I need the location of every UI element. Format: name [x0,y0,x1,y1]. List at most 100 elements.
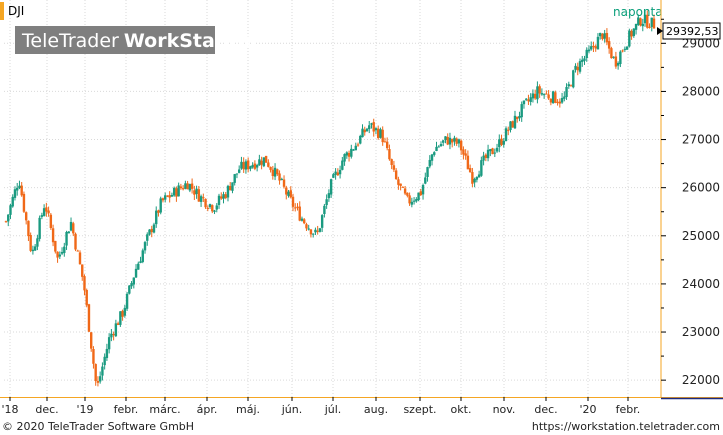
candle-down [271,169,275,177]
candle-up [134,268,138,278]
x-tick-label: aug. [364,403,388,416]
candle-down [276,169,279,175]
candle-down [511,121,514,128]
candle-up [38,217,41,239]
x-axis-ticks: '18 dec. '19 febr. márc. ápr. máj. jún. júl. aug.… [1,397,640,416]
candle-up [374,128,378,131]
candle-up [152,224,156,233]
candle-up [110,333,113,338]
y-tick-label: 28000 [682,84,720,98]
candle-up [578,61,582,72]
candle-up [489,149,492,152]
candle-down [181,188,185,190]
candle-down [336,172,340,176]
candle-up [307,228,310,230]
candle-down [269,166,272,170]
x-tick-label: máj. [236,403,260,416]
candle-down [224,194,227,199]
x-tick-label: febr. [616,403,641,416]
candle-up [370,123,373,125]
candle-up [69,221,73,231]
candle-down [161,198,165,201]
candle-down [554,92,557,103]
candle-up [7,214,10,222]
candle-up [632,28,636,37]
current-value: 29392,53 [666,25,719,38]
candle-up [596,36,600,50]
candle-down [592,45,595,48]
candle-up [379,129,382,138]
candle-down [385,141,389,149]
candle-up [159,198,162,213]
candle-down [83,276,86,291]
x-tick-label: '19 [76,403,93,416]
candle-up [184,183,187,189]
candle-up [641,23,644,27]
candle-down [549,98,553,103]
candle-down [451,139,454,143]
candle-down [455,138,458,144]
candle-up [598,32,602,37]
candle-down [462,149,465,155]
candle-down [648,26,651,28]
candle-up [233,174,236,183]
y-tick-label: 26000 [682,181,720,195]
candle-up [417,192,420,201]
candle-down [569,85,573,87]
candle-up [368,125,371,130]
candle-down [316,230,319,232]
candle-down [446,136,449,145]
candle-down [45,207,48,212]
candle-up [226,185,230,198]
x-tick-label: dec. [534,403,557,416]
candle-down [347,152,351,157]
candle-down [92,349,95,364]
candle-down [576,66,579,71]
candle-up [60,252,64,254]
candle-up [280,178,283,180]
candle-up [421,184,425,195]
candle-up [98,376,102,382]
x-tick-label: ápr. [197,403,218,416]
candle-up [628,30,631,47]
y-tick-label: 24000 [682,277,720,291]
candle-down [168,195,171,198]
candle-up [63,246,66,254]
candle-up [123,307,127,316]
candle-down [464,153,467,156]
candle-down [507,129,510,131]
candle-down [484,154,488,158]
candle-down [406,192,409,196]
frequency-label[interactable]: naponta [613,5,663,19]
candle-up [536,86,539,100]
candle-up [213,210,216,212]
candle-down [72,223,75,234]
candle-down [607,41,611,49]
candle-down [491,148,494,155]
candle-up [442,140,445,143]
candle-down [4,221,8,223]
candle-up [107,337,111,350]
candle-down [621,50,624,52]
candle-up [574,65,577,70]
candle-up [486,149,490,159]
candle-down [112,334,115,336]
candle-down [397,179,400,185]
candle-down [547,94,550,99]
candle-up [18,185,21,189]
candle-up [448,137,452,145]
candle-up [572,70,575,88]
candle-up [410,201,414,205]
candle-up [119,311,122,325]
candle-up [148,229,151,235]
candle-down [51,228,55,243]
footer-url[interactable]: https://workstation.teletrader.com [532,420,720,433]
candle-up [36,238,39,247]
candle-down [652,18,656,29]
candle-up [137,263,140,270]
candle-down [527,99,530,102]
candle-up [130,283,133,287]
candlestick-series [4,9,656,387]
candle-down [646,14,649,28]
candle-up [314,229,317,233]
